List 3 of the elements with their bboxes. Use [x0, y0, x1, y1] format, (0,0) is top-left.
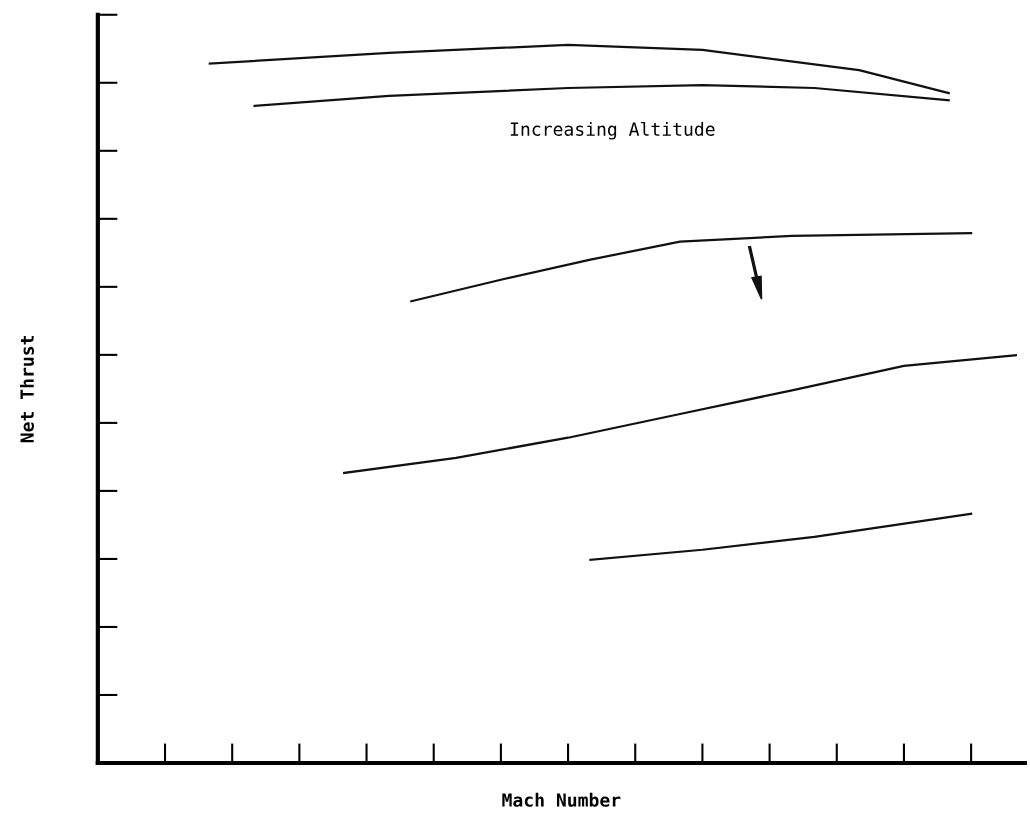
y-axis-title: Net Thrust — [19, 335, 34, 443]
annotation: Increasing Altitude — [510, 121, 715, 140]
x-axis-title: Mach Number — [502, 792, 621, 807]
